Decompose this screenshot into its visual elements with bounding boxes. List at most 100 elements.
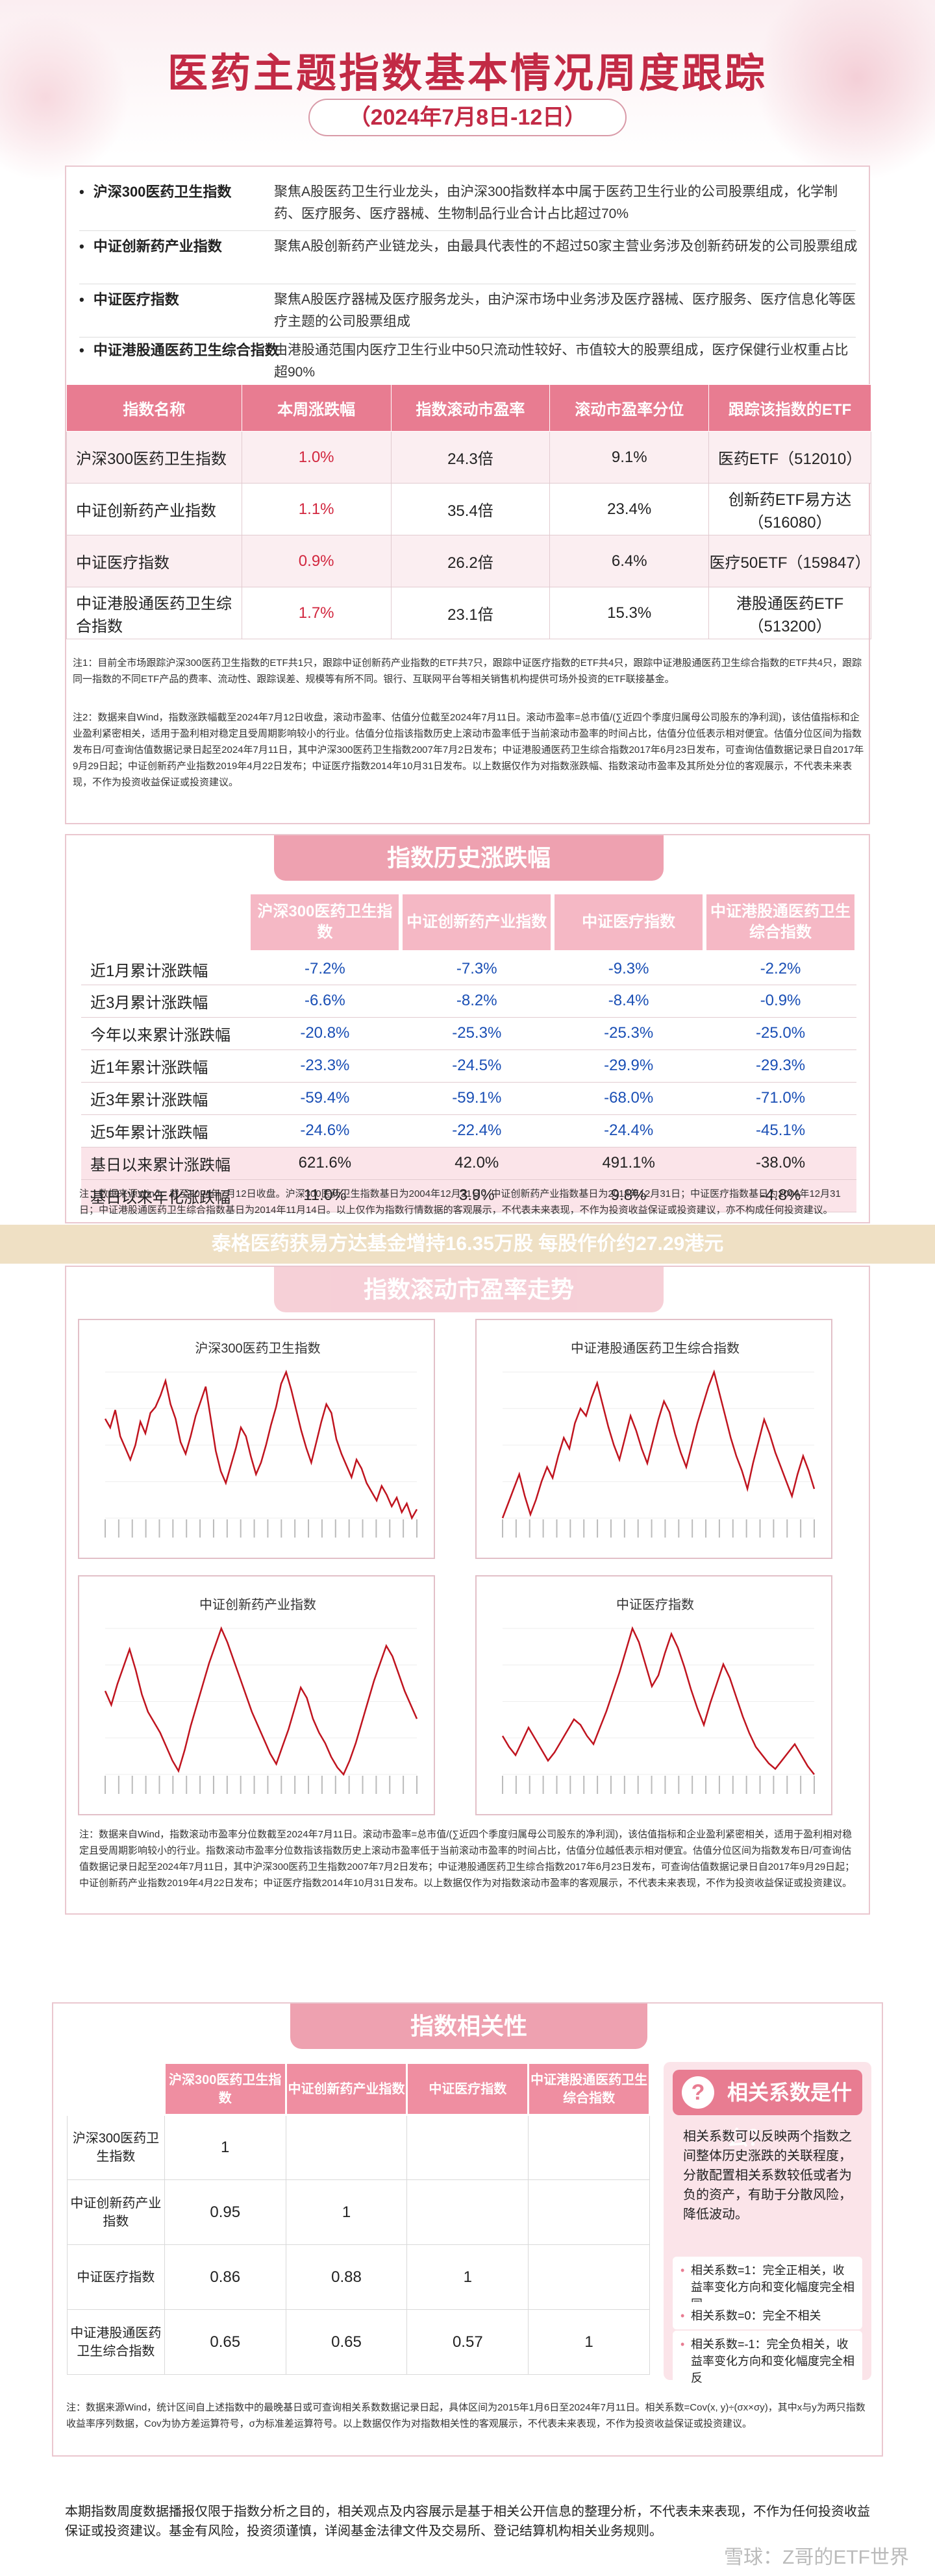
column-header [66, 2062, 166, 2116]
explainer-body: 相关系数可以反映两个指数之间整体历史涨跌的关联程度，分散配置相关系数较低或者为负… [683, 2129, 852, 2222]
return-cell: -59.4% [249, 1082, 401, 1115]
period-label: 近1年累计涨跌幅 [81, 1049, 249, 1083]
return-cell: -7.3% [401, 952, 553, 985]
header: 医药主题指数基本情况周度跟踪 （2024年7月8日-12日） [0, 0, 935, 182]
pe-ttm-cell: 24.3倍 [390, 431, 551, 484]
table-row: 沪深300医药卫生指数 1 [67, 2115, 650, 2180]
chart-panel: 中证创新药产业指数 [78, 1575, 435, 1815]
correlation-cell [528, 2179, 650, 2245]
table-header-row: 沪深300医药卫生指数 中证创新药产业指数 中证医疗指数 中证港股通医药卫生综合… [79, 890, 858, 954]
column-header: 中证港股通医药卫生综合指数 [527, 2062, 651, 2116]
index-description-text: 聚焦A股医疗器械及医疗服务龙头，由沪深市场中业务涉及医疗器械、医疗服务、医疗信息… [274, 292, 856, 329]
pe-percentile-cell: 9.1% [549, 431, 710, 484]
correlation-cell: 0.65 [285, 2309, 408, 2375]
index-description-name: 沪深300医药卫生指数 [79, 181, 287, 203]
table-row: 中证创新药产业指数 1.1% 35.4倍 23.4% 创新药ETF易方达（516… [66, 483, 871, 535]
return-cell: -68.0% [553, 1082, 705, 1115]
row-label: 中证港股通医药卫生综合指数 [67, 2309, 165, 2375]
period-label: 基日以来累计涨跌幅 [81, 1147, 249, 1180]
column-header: 沪深300医药卫生指数 [163, 2062, 287, 2116]
return-cell: -25.3% [401, 1017, 553, 1050]
correlation-cell: 1 [406, 2244, 529, 2310]
column-header [79, 890, 251, 954]
divider [79, 230, 856, 231]
return-cell: 621.6% [249, 1147, 401, 1180]
return-cell: -2.2% [704, 952, 856, 985]
section-header: 指数滚动市盈率走势 [274, 1267, 664, 1312]
chart-panel: 沪深300医药卫生指数 [78, 1319, 435, 1559]
index-summary-table: 指数名称 本周涨跌幅 指数滚动市盈率 滚动市盈率分位 跟踪该指数的ETF 沪深3… [66, 384, 871, 639]
question-icon: ? [682, 2076, 714, 2109]
column-header: 中证创新药产业指数 [284, 2062, 408, 2116]
pe-line-chart: 沪深300医药卫生指数 [104, 1341, 418, 1538]
header-decoration-right [753, 0, 935, 182]
weekly-change-cell: 1.0% [241, 431, 392, 484]
pe-ttm-cell: 23.1倍 [390, 587, 551, 639]
column-header: 指数滚动市盈率 [390, 384, 551, 432]
chart-title: 中证港股通医药卫生综合指数 [571, 1341, 740, 1356]
return-cell: -20.8% [249, 1017, 401, 1050]
correlation-cell [528, 2244, 650, 2310]
column-header: 中证创新药产业指数 [399, 890, 555, 954]
news-banner-text[interactable]: 泰格医药获易方达基金增持16.35万股 每股作价约27.29港元 [211, 1233, 724, 1255]
pe-line-chart: 中证医疗指数 [501, 1597, 815, 1794]
return-cell: 3.9% [401, 1179, 553, 1212]
correlation-cell: 0.88 [285, 2244, 408, 2310]
weekly-change-cell: 1.1% [241, 483, 392, 535]
series-line [104, 1369, 418, 1521]
series-line [501, 1626, 815, 1775]
table-row: 近1月累计涨跌幅 -7.2% -7.3% -9.3% -2.2% [81, 952, 856, 985]
table-header-row: 沪深300医药卫生指数 中证创新药产业指数 中证医疗指数 中证港股通医药卫生综合… [66, 2062, 651, 2116]
explainer-item: 相关系数=-1：完全负相关，收益率变化方向和变化幅度完全相反 [673, 2331, 862, 2392]
chart-title: 沪深300医药卫生指数 [195, 1341, 320, 1356]
return-cell: -7.2% [249, 952, 401, 985]
pe-trend-section: 指数滚动市盈率走势 沪深300医药卫生指数 中证港股通医药卫生综合指数 中证创新… [65, 1266, 870, 1915]
table-row: 近1年累计涨跌幅 -23.3% -24.5% -29.9% -29.3% [81, 1049, 856, 1083]
footnote-1: 注1：目前全市场跟踪沪深300医药卫生指数的ETF共1只，跟踪中证创新药产业指数… [73, 657, 862, 685]
correlation-cell [406, 2179, 529, 2245]
return-cell: -22.4% [401, 1114, 553, 1147]
pe-ttm-cell: 26.2倍 [390, 535, 551, 587]
table-row: 基日以来年化涨跌幅 11.0% 3.9% 9.8% -4.8% [81, 1179, 856, 1212]
column-header: 中证医疗指数 [551, 890, 707, 954]
etf-cell: 医药ETF（512010） [708, 431, 871, 484]
chart-title: 中证医疗指数 [616, 1597, 694, 1612]
return-cell: -8.4% [553, 985, 705, 1018]
correlation-explainer: 相关系数是什么？ ? 相关系数可以反映两个指数之间整体历史涨跌的关联程度，分散配… [664, 2062, 871, 2392]
correlation-cell: 0.86 [164, 2244, 286, 2310]
correlation-cell: 0.65 [164, 2309, 286, 2375]
return-cell: -25.3% [553, 1017, 705, 1050]
return-cell: -6.6% [249, 985, 401, 1018]
return-cell: -8.2% [401, 985, 553, 1018]
table-row: 中证医疗指数 0.86 0.88 1 [67, 2244, 650, 2310]
return-cell: -29.9% [553, 1049, 705, 1083]
table-row: 中证港股通医药卫生综合指数 1.7% 23.1倍 15.3% 港股通医药ETF（… [66, 587, 871, 639]
correlation-table: 沪深300医药卫生指数 中证创新药产业指数 中证医疗指数 中证港股通医药卫生综合… [66, 2062, 651, 2375]
index-description-text: 由港股通范围内医疗卫生行业中50只流动性较好、市值较大的股票组成，医疗保健行业权… [274, 343, 849, 380]
pe-percentile-cell: 6.4% [549, 535, 710, 587]
index-description-text: 聚焦A股创新药产业链龙头，由最具代表性的不超过50家主营业务涉及创新药研发的公司… [274, 239, 858, 254]
row-label: 中证创新药产业指数 [67, 2179, 165, 2245]
column-header: 跟踪该指数的ETF [708, 384, 871, 432]
return-cell: -0.9% [704, 985, 856, 1018]
pe-ttm-cell: 35.4倍 [390, 483, 551, 535]
return-cell: -4.8% [704, 1179, 856, 1212]
table-row: 中证创新药产业指数 0.95 1 [67, 2179, 650, 2245]
page-subtitle: （2024年7月8日-12日） [348, 105, 587, 130]
footnote: 注：数据来源Wind，截至2024年7月12日收盘。沪深300医药卫生指数基日为… [79, 1188, 841, 1216]
table-row: 近3月累计涨跌幅 -6.6% -8.2% -8.4% -0.9% [81, 985, 856, 1018]
table-row: 基日以来累计涨跌幅 621.6% 42.0% 491.1% -38.0% [81, 1147, 856, 1180]
column-header: 沪深300医药卫生指数 [247, 890, 403, 954]
period-label: 近3年累计涨跌幅 [81, 1082, 249, 1115]
weekly-change-cell: 1.7% [241, 587, 392, 639]
period-label: 基日以来年化涨跌幅 [81, 1179, 249, 1212]
return-cell: -29.3% [704, 1049, 856, 1083]
return-cell: 9.8% [553, 1179, 705, 1212]
index-overview-section: 沪深300医药卫生指数 聚焦A股医药卫生行业龙头，由沪深300指数样本中属于医药… [65, 166, 871, 824]
period-label: 近5年累计涨跌幅 [81, 1114, 249, 1147]
return-cell: -23.3% [249, 1049, 401, 1083]
index-description-name: 中证创新药产业指数 [79, 236, 287, 258]
index-name-cell: 中证港股通医药卫生综合指数 [66, 587, 242, 639]
pe-percentile-cell: 23.4% [549, 483, 710, 535]
table-header-row: 指数名称 本周涨跌幅 指数滚动市盈率 滚动市盈率分位 跟踪该指数的ETF [66, 384, 871, 432]
